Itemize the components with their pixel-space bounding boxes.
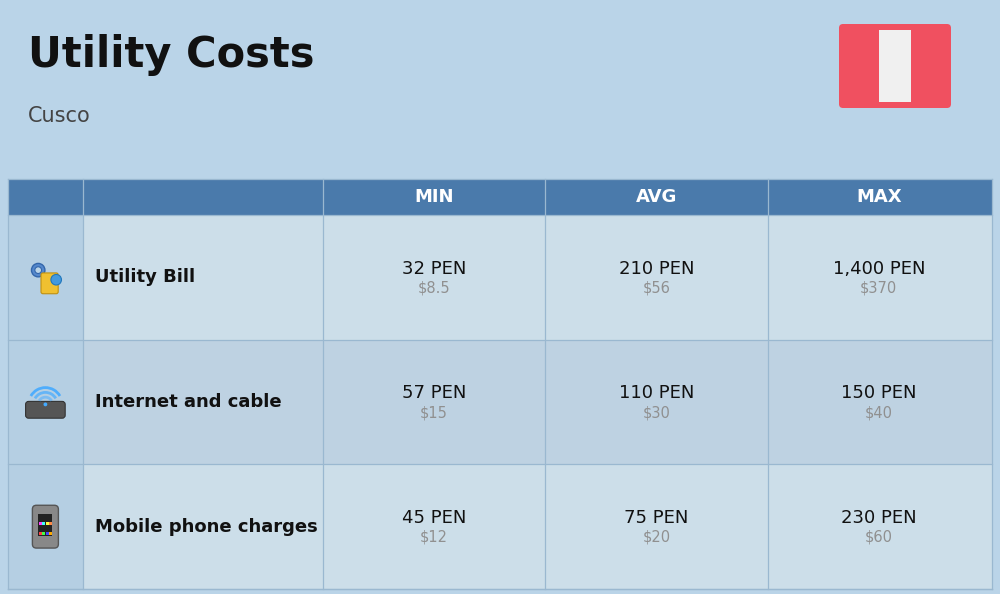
Bar <box>38 514 52 536</box>
Bar <box>8 465 992 589</box>
Bar <box>42 522 45 525</box>
Text: 230 PEN: 230 PEN <box>841 509 917 527</box>
Text: $40: $40 <box>865 405 893 420</box>
Bar <box>8 340 83 465</box>
FancyBboxPatch shape <box>32 505 58 548</box>
Bar <box>8 340 992 465</box>
Text: $56: $56 <box>643 280 670 295</box>
Text: $60: $60 <box>865 530 893 545</box>
Text: MIN: MIN <box>414 188 454 206</box>
Bar <box>8 179 992 215</box>
Text: Utility Costs: Utility Costs <box>28 34 314 76</box>
Bar <box>8 215 83 340</box>
Bar <box>42 532 45 535</box>
FancyBboxPatch shape <box>41 273 58 294</box>
Text: Utility Bill: Utility Bill <box>95 268 195 286</box>
Text: $12: $12 <box>420 530 448 545</box>
Bar <box>8 215 992 340</box>
Text: 1,400 PEN: 1,400 PEN <box>833 260 925 278</box>
Text: Cusco: Cusco <box>28 106 91 126</box>
Text: MAX: MAX <box>856 188 902 206</box>
Bar <box>8 465 83 589</box>
Bar <box>39 522 42 525</box>
Text: $370: $370 <box>860 280 897 295</box>
Text: 57 PEN: 57 PEN <box>402 384 466 403</box>
Text: Mobile phone charges: Mobile phone charges <box>95 517 318 536</box>
Text: 150 PEN: 150 PEN <box>841 384 917 403</box>
Bar <box>46 532 49 535</box>
Bar <box>39 532 42 535</box>
Bar <box>49 532 52 535</box>
FancyBboxPatch shape <box>839 24 951 108</box>
Text: $15: $15 <box>420 405 448 420</box>
Text: $20: $20 <box>642 530 671 545</box>
Circle shape <box>51 274 61 285</box>
Text: $8.5: $8.5 <box>418 280 450 295</box>
Text: 75 PEN: 75 PEN <box>624 509 689 527</box>
Text: Internet and cable: Internet and cable <box>95 393 281 411</box>
Text: $30: $30 <box>643 405 670 420</box>
Bar <box>46 522 49 525</box>
Circle shape <box>43 403 47 406</box>
FancyBboxPatch shape <box>26 402 65 418</box>
Text: 210 PEN: 210 PEN <box>619 260 694 278</box>
Text: 110 PEN: 110 PEN <box>619 384 694 403</box>
Text: AVG: AVG <box>636 188 677 206</box>
Circle shape <box>35 267 42 273</box>
Bar <box>911 30 945 102</box>
Text: 45 PEN: 45 PEN <box>402 509 466 527</box>
Bar <box>879 30 912 102</box>
Circle shape <box>31 263 45 277</box>
Bar <box>845 30 879 102</box>
Text: 32 PEN: 32 PEN <box>402 260 466 278</box>
Bar <box>49 522 52 525</box>
